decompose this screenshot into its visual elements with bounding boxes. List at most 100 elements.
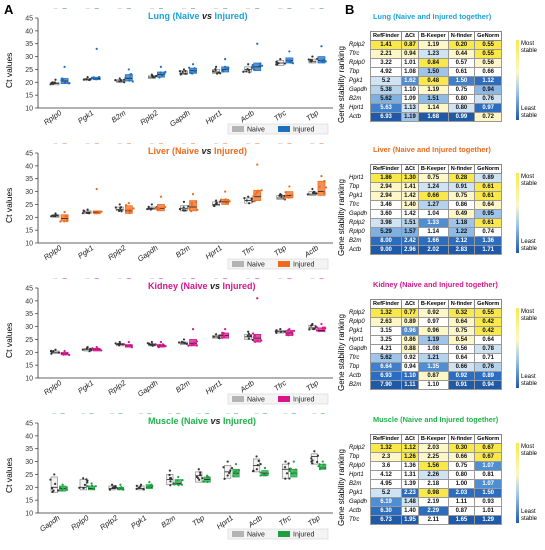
category-label: Rplp0 xyxy=(42,243,64,262)
table-row: Rplp2 1.41 0.87 1.19 0.20 0.55 xyxy=(347,40,503,50)
gene-name: Gapdh xyxy=(347,209,371,219)
data-point xyxy=(95,212,98,215)
table-cell: 0.94 xyxy=(401,49,419,59)
most-stable-word: stable xyxy=(521,180,538,187)
table-header-row: RefFinder ΔCt B-Keeper N-finder GeNorm xyxy=(347,31,503,41)
table-cell: 1.29 xyxy=(474,515,503,525)
data-point xyxy=(124,76,127,79)
data-point xyxy=(88,78,91,82)
chart-title-vs: vs xyxy=(202,11,213,21)
category-label: Tbp xyxy=(304,108,320,123)
ranking-table: RefFinder ΔCt B-Keeper N-finder GeNorm Rplp2 1… xyxy=(347,299,503,390)
table-cell: 2.63 xyxy=(370,317,403,327)
column-header: B-Keeper xyxy=(417,299,449,309)
iqr-box xyxy=(79,479,87,491)
table-cell: 1.21 xyxy=(417,353,449,363)
data-point xyxy=(50,352,53,355)
data-point xyxy=(64,353,67,356)
data-point xyxy=(260,64,264,67)
data-point xyxy=(287,462,290,465)
data-point xyxy=(313,450,316,453)
table-row: Tfrc 6.73 1.95 2.11 1.65 1.29 xyxy=(347,515,503,525)
table-title: Muscle (Naive and Injured together) xyxy=(373,415,499,424)
least-stable-label: Least stable xyxy=(521,374,537,387)
data-point xyxy=(86,76,89,79)
naive-box-hprt1 xyxy=(212,278,222,340)
table-cell: 0.49 xyxy=(447,209,476,219)
data-point xyxy=(316,454,320,457)
data-point xyxy=(315,329,318,332)
data-point xyxy=(191,203,194,207)
category-label: Gapdh xyxy=(38,513,62,533)
y-tick-label: 20 xyxy=(25,485,33,492)
data-point xyxy=(310,457,313,460)
category-label: Rplp0 xyxy=(42,378,64,397)
gene-name: Tfrc xyxy=(347,49,371,59)
data-point xyxy=(128,208,131,211)
data-point xyxy=(86,208,89,211)
naive-box-tbp xyxy=(310,413,320,465)
naive-box-gapdh xyxy=(146,278,156,347)
data-point xyxy=(242,70,245,73)
data-point xyxy=(119,78,123,82)
data-point xyxy=(196,476,200,480)
naive-box-rplp2 xyxy=(147,8,158,79)
data-point xyxy=(234,471,237,475)
data-point xyxy=(150,203,153,206)
data-point xyxy=(111,486,114,489)
data-point xyxy=(291,472,294,475)
data-point xyxy=(82,78,85,81)
table-cell: 0.84 xyxy=(417,58,449,68)
data-point xyxy=(245,199,248,202)
y-tick-label: 10 xyxy=(25,106,33,113)
data-point xyxy=(126,208,129,212)
table-cell: 3.60 xyxy=(370,209,403,219)
data-point xyxy=(150,207,153,210)
category-label: B2m xyxy=(110,108,128,124)
table-row: Rplp0 3.22 1.01 0.84 0.57 0.56 xyxy=(347,58,503,68)
data-point xyxy=(224,190,227,193)
data-point xyxy=(59,486,62,489)
ranking-table: RefFinder ΔCt B-Keeper N-finder GeNorm Rplp2 1… xyxy=(347,434,503,525)
category-label: Gapdh xyxy=(168,108,192,128)
data-point xyxy=(248,71,251,74)
table-row: Rplp0 2.63 0.89 0.97 0.64 0.42 xyxy=(347,317,503,327)
table-cell: 1.32 xyxy=(370,443,403,453)
data-point xyxy=(63,211,66,214)
gene-name: Actb xyxy=(347,112,371,122)
table-row: B2m 7.90 1.11 1.10 0.91 0.94 xyxy=(347,380,503,390)
data-point xyxy=(320,175,323,178)
naive-box-hprt1 xyxy=(212,143,222,208)
category-label: Pgk1 xyxy=(76,243,95,260)
table-row: Tfrc 2.21 0.94 1.23 0.44 0.55 xyxy=(347,49,503,59)
chart-title-part: Muscle (Naive xyxy=(148,416,211,426)
data-point xyxy=(291,332,294,336)
data-point xyxy=(216,72,219,75)
table-cell: 0.44 xyxy=(447,49,476,59)
chart-title-part: Kidney (Naive xyxy=(148,281,211,291)
chart-title-part: Injured) xyxy=(220,281,256,291)
data-point xyxy=(127,202,130,205)
data-point xyxy=(118,80,121,83)
table-cell: 0.20 xyxy=(447,40,476,50)
table-cell: 1.07 xyxy=(474,461,503,471)
data-point xyxy=(321,466,324,469)
category-label: Hprt1 xyxy=(204,243,224,261)
least-stable-word: stable xyxy=(521,245,538,252)
category-label: Rplp2 xyxy=(98,513,120,532)
table-cell: 1.50 xyxy=(417,67,449,77)
data-point xyxy=(246,68,249,71)
table-cell: 5.29 xyxy=(370,227,403,237)
least-stable-label: Least stable xyxy=(521,106,537,119)
table-cell: 0.61 xyxy=(474,182,503,192)
data-point xyxy=(288,469,291,473)
table-row: Rplp0 5.29 1.57 1.14 1.22 0.74 xyxy=(347,227,503,237)
y-tick-label: 25 xyxy=(25,67,33,74)
data-point xyxy=(54,212,57,215)
table-cell: 1.56 xyxy=(417,461,449,471)
data-point xyxy=(86,346,89,349)
most-stable-word: Most xyxy=(521,174,535,180)
data-point xyxy=(190,201,194,204)
table-cell: 5.63 xyxy=(370,103,403,113)
injured-box-actb xyxy=(251,278,263,343)
